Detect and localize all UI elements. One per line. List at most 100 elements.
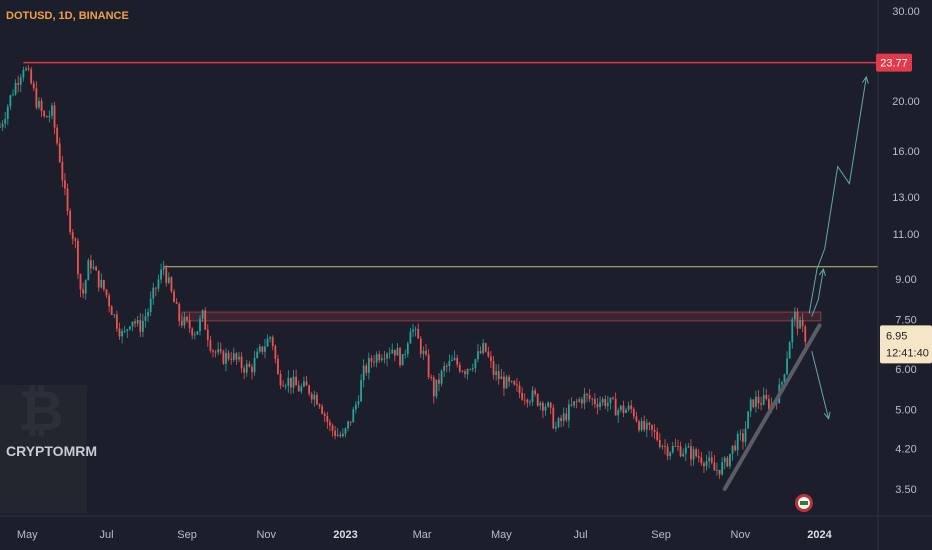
candle-body — [458, 364, 461, 372]
resistance-price-label: 23.77 — [880, 58, 908, 70]
candle-body — [378, 354, 381, 361]
candle-body — [279, 374, 282, 386]
candle-body — [222, 351, 225, 364]
candle-body — [82, 289, 85, 294]
candle-body — [95, 266, 98, 271]
candle-body — [682, 453, 685, 457]
candle-body — [38, 100, 40, 108]
candle-body — [282, 385, 285, 387]
time-tick-label: Jul — [99, 529, 113, 541]
candle-body — [505, 376, 508, 389]
candle-body — [562, 413, 565, 421]
candle-body — [690, 446, 692, 460]
candle-body — [635, 416, 638, 422]
candle-body — [84, 280, 87, 294]
event-flag-stripe — [799, 501, 808, 505]
candle-body — [674, 445, 677, 447]
candle-body — [648, 422, 651, 425]
candle-body — [344, 428, 347, 434]
candle-body — [235, 353, 238, 360]
candle-body — [767, 398, 770, 410]
candle-body — [305, 381, 308, 386]
candle-body — [19, 77, 22, 85]
candle-body — [308, 385, 311, 394]
candle-body — [393, 349, 396, 356]
candle-body — [643, 420, 646, 430]
price-tick-label: 7.50 — [895, 314, 916, 326]
candle-body — [341, 433, 344, 437]
candle-body — [661, 446, 664, 447]
candle-body — [248, 363, 251, 367]
candle-body — [121, 331, 123, 337]
candle-body — [757, 396, 760, 404]
candle-body — [118, 328, 121, 337]
candle-body — [516, 384, 518, 386]
projection-up-short — [811, 269, 824, 317]
candle-body — [640, 420, 643, 431]
candle-body — [404, 353, 407, 355]
candle-body — [362, 365, 365, 381]
candle-body — [453, 358, 456, 360]
price-tick-label: 3.50 — [895, 484, 916, 496]
candle-body — [692, 449, 695, 460]
projection-up-path-arrowhead — [861, 75, 869, 84]
candle-body — [471, 368, 474, 370]
candle-body — [105, 289, 108, 296]
candle-body — [461, 371, 464, 373]
candle-body — [157, 279, 160, 289]
candle-body — [35, 88, 38, 108]
candle-body — [370, 358, 373, 362]
candle-body — [801, 320, 804, 327]
plot-area[interactable] — [0, 61, 878, 512]
candle-body — [277, 358, 279, 375]
candle-body — [321, 406, 324, 414]
candle-body — [196, 331, 199, 335]
time-tick-label: Jul — [574, 529, 588, 541]
candle-body — [669, 452, 672, 457]
candle-body — [204, 310, 207, 330]
candle-body — [604, 398, 607, 406]
candle-body — [126, 329, 129, 331]
candle-body — [414, 328, 417, 330]
candle-body — [786, 358, 788, 375]
candle-body — [58, 143, 61, 162]
candle-body — [705, 461, 708, 467]
candle-body — [666, 446, 669, 457]
candle-body — [560, 418, 562, 421]
candle-body — [510, 381, 513, 382]
candle-body — [586, 393, 588, 396]
candle-body — [375, 354, 378, 363]
candle-body — [780, 382, 783, 385]
candle-body — [549, 402, 552, 408]
candle-body — [435, 379, 438, 397]
candle-body — [297, 385, 300, 392]
candle-body — [625, 409, 627, 413]
candle-body — [752, 399, 755, 408]
candle-body — [173, 291, 175, 303]
candle-body — [490, 356, 492, 362]
candle-body — [601, 398, 604, 403]
candle-body — [430, 377, 433, 378]
supply-zone — [181, 311, 822, 322]
candle-body — [191, 328, 194, 336]
candle-body — [144, 316, 147, 321]
candle-body — [742, 433, 744, 442]
candle-body — [755, 396, 757, 408]
candle-body — [599, 402, 601, 408]
candle-body — [523, 399, 526, 401]
candle-body — [27, 68, 30, 70]
candle-body — [679, 446, 682, 457]
candle-body — [22, 70, 25, 78]
candle-body — [638, 421, 640, 431]
candle-body — [531, 390, 534, 402]
candle-body — [284, 385, 287, 387]
candle-body — [232, 353, 235, 360]
candle-body — [352, 409, 355, 423]
candle-body — [14, 83, 17, 95]
candle-body — [199, 318, 201, 332]
candle-body — [51, 105, 53, 116]
candle-body — [791, 319, 794, 343]
time-axis: May Jul Sep Nov 2023 Mar May Jul Sep Nov 2024 — [0, 515, 932, 541]
candle-body — [526, 399, 529, 403]
